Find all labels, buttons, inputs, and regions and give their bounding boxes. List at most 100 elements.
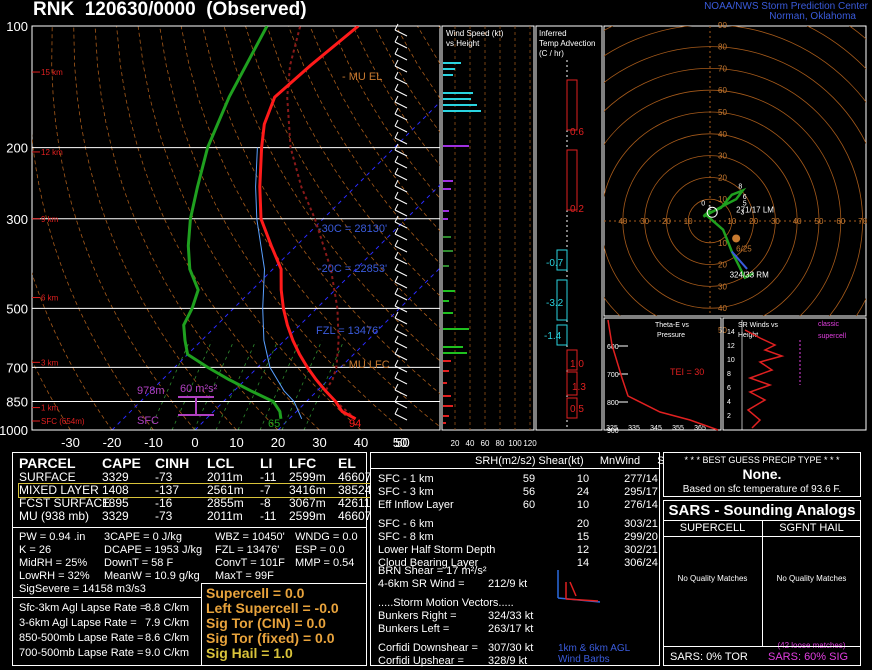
param-pw: PW = 0.94 .in — [19, 531, 86, 543]
composite-param: Supercell = 0.0 — [206, 585, 305, 601]
dry-adiabat — [94, 26, 279, 430]
parcel-cell: -7 — [260, 483, 271, 497]
wetbulb-trace — [255, 147, 303, 420]
barbs-caption: 1km & 6km AGL Wind Barbs — [558, 643, 631, 665]
wspd-tick: 40 — [466, 439, 475, 448]
tadv-value: 1.3 — [572, 382, 586, 393]
hodo-x-label: 20 — [749, 217, 758, 226]
pressure-tick-500: 500 — [6, 301, 28, 316]
pressure-tick-100: 100 — [6, 19, 28, 34]
hodo-ring — [604, 68, 863, 316]
kinematics-extra: BRN Shear = 17 m²/s² 4-6km SR Wind = 212/… — [378, 565, 533, 668]
wind-barb-flag — [394, 203, 399, 211]
parcel-cell: 3067m — [289, 496, 326, 510]
param-lowrh: LowRH = 32% — [19, 570, 90, 582]
wind-barb — [394, 389, 408, 397]
parcel-cell: 46607' — [338, 470, 374, 484]
lapse-rate-row: 3-6km Agl Lapse Rate = 7.9 C/km — [19, 617, 190, 629]
params-col1: PW = 0.94 .in K = 26 MidRH = 25% LowRH =… — [19, 531, 146, 596]
parcel-cell: 2599m — [289, 509, 326, 523]
wind-barb — [394, 113, 408, 121]
dewpoint-trace — [182, 26, 283, 420]
wind-barb — [394, 257, 408, 265]
srw-legend-1: classic — [818, 321, 840, 328]
temp-tick: 10 — [229, 435, 243, 450]
height-label: 15 km — [41, 68, 63, 77]
wind-barb-flag — [394, 395, 399, 403]
parcel-cell: 3329 — [102, 509, 129, 523]
theta-x-label: 365 — [694, 425, 706, 432]
wind-barb-flag — [394, 59, 399, 67]
parcel-cell: 1895 — [102, 496, 129, 510]
wind-barb-flag — [394, 191, 399, 199]
param-midrh: MidRH = 25% — [19, 557, 88, 569]
theta-x-label: 355 — [672, 425, 684, 432]
tadv-value: -0.7 — [546, 258, 564, 269]
wind-barb-flag — [394, 227, 399, 235]
dry-adiabat — [245, 26, 440, 329]
wind-barb-flag — [394, 323, 399, 331]
height-label: 1 km — [41, 404, 59, 413]
hodo-ring-label: 10 — [718, 239, 727, 248]
hodo-ring-label: 80 — [718, 43, 727, 52]
sars-col-hail: SGFNT HAIL — [779, 522, 844, 534]
parcel-cell: 42611' — [338, 496, 373, 510]
param-k: K = 26 — [19, 544, 52, 556]
sars-tor: SARS: 0% TOR — [670, 651, 748, 663]
divider — [663, 646, 861, 647]
hodo-height-marker: 6 — [743, 194, 747, 201]
inflow-sfc-label: SFC — [137, 415, 159, 427]
hodo-lm-marker — [706, 206, 718, 218]
temp-tick: -30 — [61, 435, 80, 450]
tadv-value: 0.5 — [570, 404, 584, 415]
dry-adiabat — [438, 26, 440, 29]
bunkers-right: Bunkers Right = 324/33 kt — [378, 610, 534, 622]
wind-barb — [394, 197, 408, 205]
wspd-bar — [443, 290, 455, 292]
parcel-cell: 2855m — [207, 496, 244, 510]
hodo-ring-label: 50 — [718, 108, 727, 117]
pressure-tick-300: 300 — [6, 212, 28, 227]
hodo-lm-label: 271/17 LM — [736, 205, 774, 214]
param-wbz: WBZ = 10450' — [215, 531, 285, 543]
parcel-cell: SURFACE — [19, 470, 76, 484]
height-label: 12 km — [41, 148, 63, 157]
col-lcl: LCL — [207, 455, 235, 471]
theta-frame — [603, 317, 722, 431]
parcel-panel — [12, 452, 367, 666]
parcel-cell: 46607' — [338, 509, 374, 523]
tadv-title-1: Inferred — [539, 29, 567, 38]
sars-col-supercell: SUPERCELL — [679, 522, 746, 534]
mixing-ratio — [149, 340, 191, 430]
theta-x-label: 345 — [650, 425, 662, 432]
wind-barb-flag — [394, 167, 399, 175]
wspd-bar — [443, 98, 471, 100]
source-line-2: Norman, Oklahoma — [769, 11, 856, 22]
hodo-height-marker: 8 — [738, 183, 742, 190]
dry-adiabat — [202, 26, 440, 395]
temperature-trace — [258, 26, 360, 421]
tadv-value: 0.6 — [570, 127, 584, 138]
bunkers-left: Bunkers Left = 263/17 kt — [378, 623, 534, 635]
dewpoint-sfc-label: 65 — [268, 418, 280, 430]
wind-barb — [394, 413, 408, 421]
wind-barb — [394, 353, 408, 361]
wind-barb-flag — [394, 263, 399, 271]
srw-tick: 14 — [727, 329, 735, 336]
param-meanw: MeanW = 10.9 g/kg — [104, 570, 200, 582]
wspd-tick: 120 — [523, 439, 537, 448]
wind-barb-flag — [394, 119, 399, 127]
minus30c-label: -30C = 28130' — [318, 223, 387, 235]
wind-barb-flag — [394, 179, 399, 187]
param-mmp: MMP = 0.54 — [295, 557, 355, 569]
params-col3: WBZ = 10450' FZL = 13476' ConvT = 101F M… — [215, 531, 285, 583]
sars-supercell-msg: No Quality Matches — [677, 574, 748, 583]
temp-tick: 0 — [191, 435, 198, 450]
wind-barb-flag — [394, 287, 399, 295]
lapse-rate-row: 700-500mb Lapse Rate = 9.0 C/km — [19, 647, 190, 659]
wind-barb-flag — [394, 239, 399, 247]
tadv-title-2: Temp Advection — [539, 39, 595, 48]
